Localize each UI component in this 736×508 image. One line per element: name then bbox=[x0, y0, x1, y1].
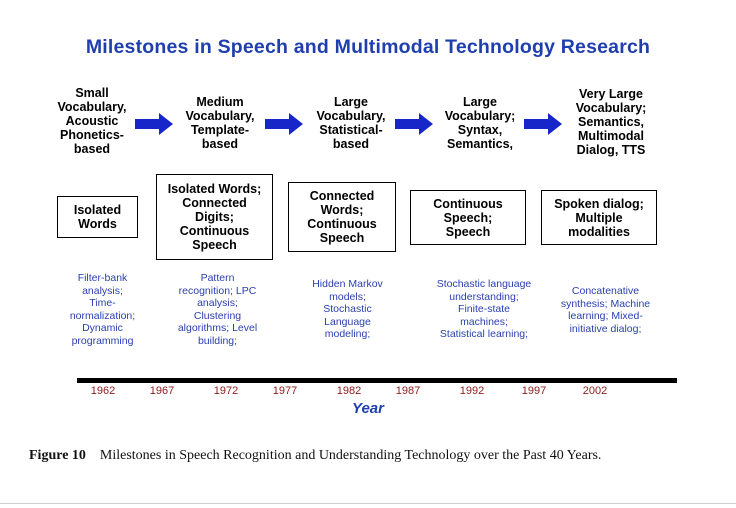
capability-box-4: Continuous Speech; Speech bbox=[410, 190, 526, 245]
technology-5: Concatenative synthesis; Machine learning;… bbox=[560, 285, 651, 335]
year-tick-label: 1982 bbox=[336, 385, 362, 397]
year-tick-label: 1992 bbox=[459, 385, 485, 397]
year-tick-label: 1972 bbox=[213, 385, 239, 397]
year-tick-label: 1977 bbox=[272, 385, 298, 397]
axis-label-year: Year bbox=[352, 400, 384, 417]
timeline-axis bbox=[77, 378, 677, 383]
year-tick-label: 1987 bbox=[395, 385, 421, 397]
arrow-right-icon bbox=[395, 113, 433, 135]
phase-4-label: Large Vocabulary; Syntax, Semantics, bbox=[444, 95, 516, 151]
technology-4: Stochastic language understanding; Finite-… bbox=[436, 278, 532, 340]
caption-text: Milestones in Speech Recognition and Und… bbox=[99, 448, 602, 463]
capability-box-5: Spoken dialog; Multiple modalities bbox=[541, 190, 657, 245]
arrow-right-icon bbox=[524, 113, 562, 135]
arrow-right-icon bbox=[135, 113, 173, 135]
phase-3-label: Large Vocabulary, Statistical-based bbox=[316, 95, 386, 151]
technology-3: Hidden Markov models; Stochastic Language mo… bbox=[312, 278, 383, 340]
phase-2-label: Medium Vocabulary, Template-based bbox=[185, 95, 255, 151]
capability-box-3: Connected Words; Continuous Speech bbox=[288, 182, 396, 252]
phase-5-label: Very Large Vocabulary; Semantics, Multimoda… bbox=[575, 87, 647, 157]
year-tick-label: 2002 bbox=[582, 385, 608, 397]
technology-1: Filter-bank analysis; Time-normalization; D… bbox=[69, 272, 136, 347]
year-tick-label: 1962 bbox=[90, 385, 116, 397]
arrow-right-icon bbox=[265, 113, 303, 135]
year-tick-label: 1997 bbox=[521, 385, 547, 397]
page-divider bbox=[0, 503, 736, 504]
technology-2: Pattern recognition; LPC analysis; Clusteri… bbox=[177, 272, 258, 347]
capability-box-1: Isolated Words bbox=[57, 196, 138, 238]
year-tick-label: 1967 bbox=[149, 385, 175, 397]
figure-caption: Figure 10 Milestones in Speech Recogniti… bbox=[29, 444, 689, 467]
caption-label: Figure 10 bbox=[29, 448, 86, 463]
phase-1-label: Small Vocabulary, Acoustic Phonetics-based bbox=[57, 86, 127, 156]
figure-title: Milestones in Speech and Multimodal Tech… bbox=[85, 36, 651, 58]
capability-box-2: Isolated Words; Connected Digits; Continuou… bbox=[156, 174, 273, 260]
